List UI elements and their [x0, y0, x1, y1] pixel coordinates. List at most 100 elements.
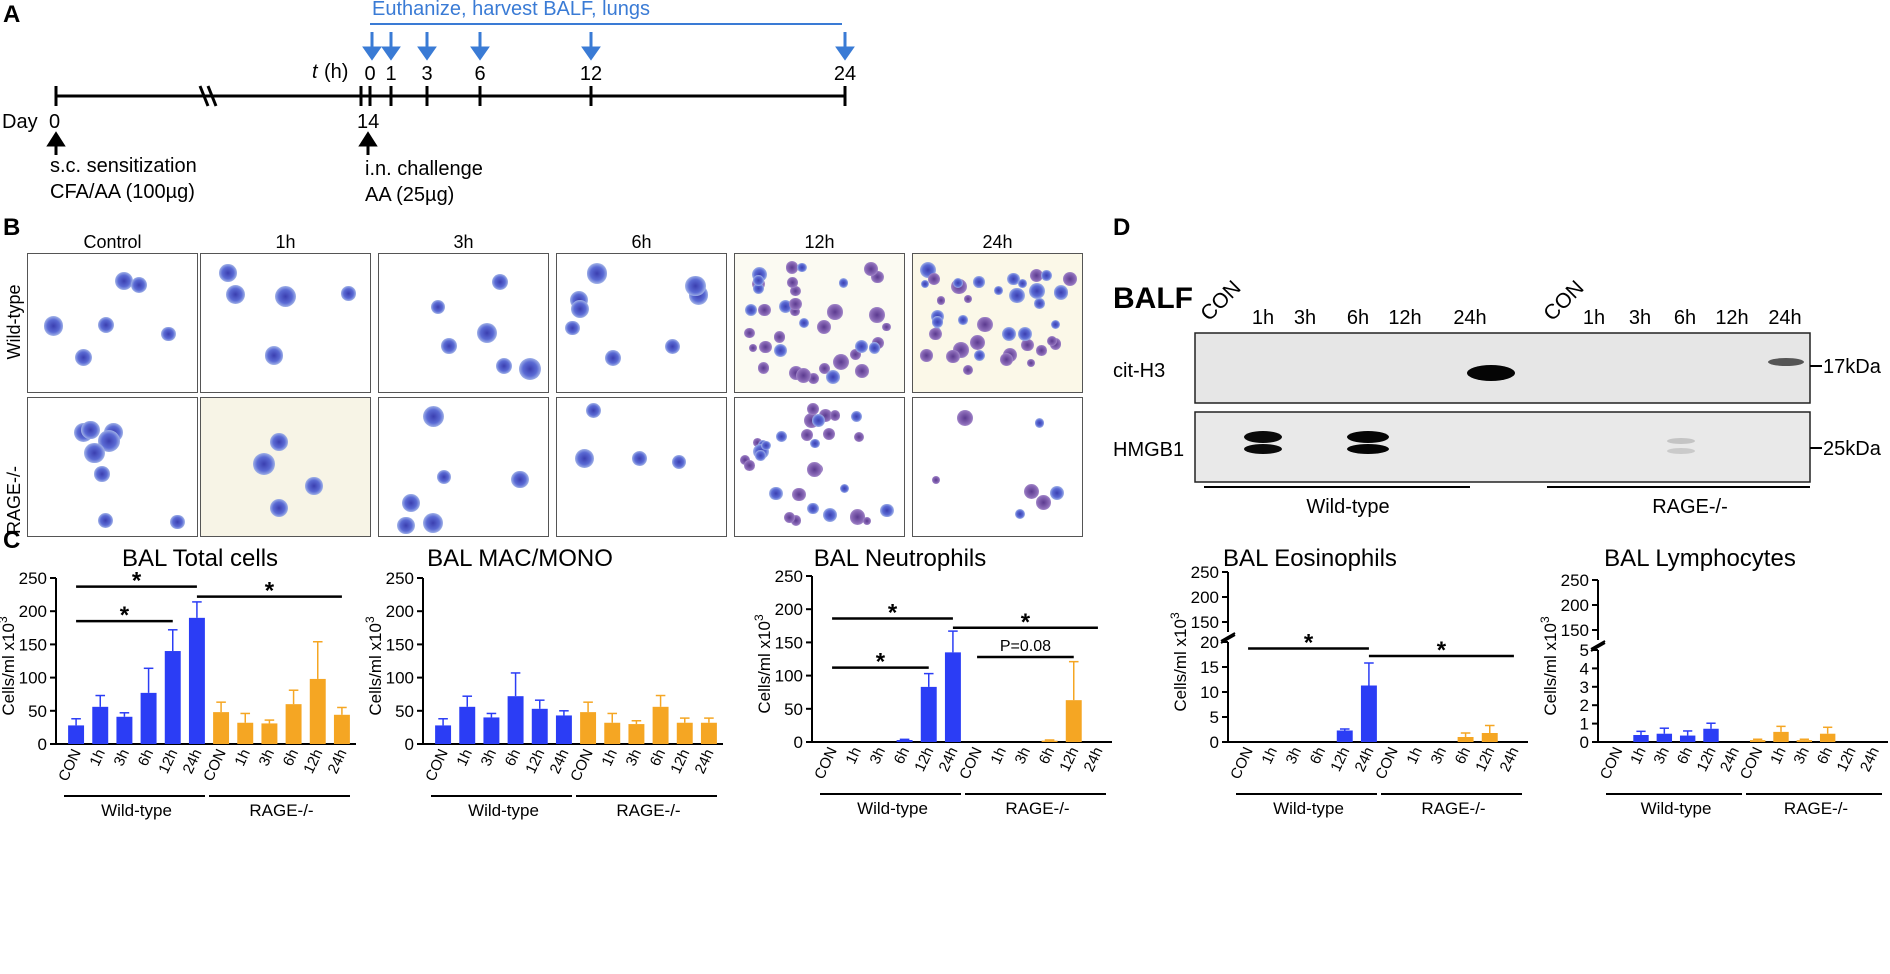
y-tick-label: 50 — [28, 702, 47, 721]
cell-blob — [305, 477, 323, 495]
bar-rage-12h — [309, 678, 326, 744]
cell-blob — [854, 364, 869, 378]
micro-col-label-2: 3h — [453, 232, 473, 252]
group-label-0: Wild-type — [468, 801, 539, 820]
cell-blob — [964, 295, 973, 304]
micrograph-rage-4 — [734, 397, 905, 537]
cell-blob — [862, 517, 871, 526]
x-tick-label: CON — [811, 745, 840, 782]
chart-2: BAL Neutrophils 0 50 100 150 200 250 Cells/ml x… — [752, 545, 1112, 818]
harvest-arrow-12 — [581, 32, 601, 61]
lane-label-5: 24h — [1453, 307, 1486, 329]
cell-blob — [999, 352, 1014, 367]
bar-rage-CON — [213, 712, 230, 744]
significance-label: * — [265, 578, 275, 605]
y-tick-label: 200 — [1561, 596, 1589, 615]
cell-blob — [98, 429, 120, 452]
cell-blob — [855, 340, 869, 354]
hour-tick-label-12: 12 — [580, 63, 602, 85]
cell-blob — [788, 297, 802, 311]
bar-wt-1h — [1633, 735, 1649, 742]
bar-wt-24h — [1360, 685, 1377, 742]
hour-tick-label-24: 24 — [834, 63, 856, 85]
cell-blob — [823, 508, 838, 523]
cell-blob — [759, 340, 772, 354]
cell-blob — [823, 427, 836, 440]
chart-title: BAL Eosinophils — [1223, 545, 1397, 572]
lane-label-11: 24h — [1768, 307, 1801, 329]
bar-wt-24h — [188, 617, 205, 744]
cell-blob — [571, 299, 590, 318]
x-tick-label: 1h — [598, 747, 620, 769]
day-0-label: 0 — [49, 111, 60, 133]
cell-blob — [1050, 320, 1060, 330]
x-tick-label: CON — [200, 747, 229, 784]
bar-wt-12h — [1336, 730, 1353, 742]
lane-label-10: 12h — [1715, 307, 1748, 329]
group-label-1: RAGE-/- — [616, 801, 680, 820]
significance-label: * — [132, 568, 142, 595]
cell-blob — [953, 278, 964, 289]
day-label: Day — [2, 111, 38, 133]
cell-blob — [806, 403, 819, 416]
cell-blob — [74, 348, 92, 367]
x-tick-label: CON — [1227, 745, 1256, 782]
x-tick-label: 3h — [478, 747, 500, 769]
cell-blob — [740, 454, 751, 466]
cell-blob — [436, 470, 451, 485]
cell-blob — [832, 354, 849, 371]
cell-blob — [773, 331, 786, 344]
x-tick-label: CON — [1372, 745, 1401, 782]
cell-blob — [754, 450, 766, 462]
micrograph-column-labels: Control 1h 3h 6h 12h 24h — [83, 232, 1012, 252]
x-tick-label: 3h — [1283, 745, 1305, 767]
cell-blob — [341, 286, 356, 302]
lane-label-2: 3h — [1294, 307, 1316, 329]
cell-blob — [495, 357, 513, 374]
cell-blob — [1046, 335, 1058, 346]
day-14-label: 14 — [357, 111, 379, 133]
cell-blob — [839, 484, 849, 494]
challenge-dose: AA (25µg) — [365, 184, 454, 206]
cell-blob — [1050, 485, 1065, 500]
cell-blob — [114, 272, 133, 291]
cell-blob — [397, 516, 415, 535]
bar-rage-6h — [652, 706, 669, 744]
cell-blob — [993, 286, 1003, 296]
x-tick-label: 1h — [1258, 745, 1280, 767]
x-tick-label: CON — [1737, 745, 1766, 782]
cell-blob — [811, 413, 826, 427]
x-tick-label: 3h — [1650, 745, 1672, 767]
chart-title: BAL Neutrophils — [814, 545, 987, 572]
cell-blob — [838, 278, 849, 288]
cell-blob — [1053, 285, 1069, 300]
cell-blob — [801, 428, 814, 441]
cell-blob — [785, 261, 799, 274]
cell-blob — [1008, 287, 1025, 304]
x-tick-label: 6h — [502, 747, 524, 769]
cell-blob — [936, 296, 946, 305]
cell-blob — [402, 494, 420, 512]
cell-blob — [1040, 269, 1052, 281]
hour-ticks: 0 1 3 6 12 24 — [359, 63, 856, 106]
cell-blob — [761, 440, 771, 450]
x-tick-label: 6h — [280, 747, 302, 769]
cell-blob — [849, 348, 861, 361]
x-tick-label: 6h — [1674, 745, 1696, 767]
bar-wt-3h — [1656, 733, 1673, 742]
t-label: t — [312, 61, 319, 83]
axis-break-1 — [1220, 632, 1236, 642]
y-axis-label: Cells/ml x103 — [1168, 612, 1190, 712]
y-tick-label: 100 — [775, 667, 803, 686]
x-tick-label: 3h — [111, 747, 133, 769]
cell-blob — [958, 315, 968, 325]
cell-blob — [274, 286, 296, 308]
x-tick-label: 6h — [1307, 745, 1329, 767]
bar-rage-3h — [261, 723, 278, 744]
x-tick-label: 3h — [1790, 745, 1812, 767]
band-hmgb1-wt-1h-upper — [1244, 431, 1282, 443]
x-tick-label: 6h — [1452, 745, 1474, 767]
x-tick-label: CON — [55, 747, 84, 784]
